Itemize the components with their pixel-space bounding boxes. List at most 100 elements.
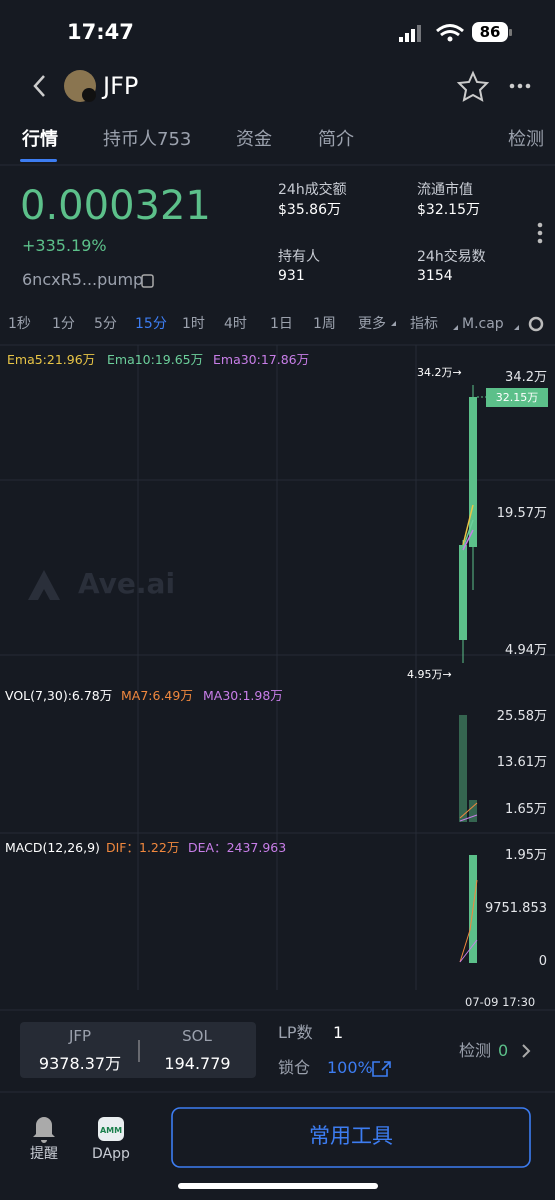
check-label[interactable]: 检测 [459, 1041, 492, 1060]
y-axis-label: 25.58万 [496, 709, 547, 724]
stats-menu[interactable] [537, 222, 543, 244]
y-axis-label: 4.94万 [505, 643, 547, 658]
y-axis-label: 0 [538, 954, 547, 969]
nav-dapp[interactable]: DApp [92, 1146, 130, 1162]
macd-legend: DIF：1.22万 [106, 840, 180, 855]
home-indicator [178, 1183, 378, 1189]
token-address: 6ncxR5...pump [22, 270, 144, 289]
stat-value: $35.86万 [278, 202, 341, 218]
interval[interactable]: 15分 [135, 316, 167, 332]
pool-token: SOL [182, 1027, 212, 1045]
ema10-line [462, 519, 474, 549]
y-axis-label: 1.95万 [505, 848, 547, 863]
interval[interactable]: 1周 [313, 316, 336, 332]
interval[interactable]: 5分 [94, 316, 117, 332]
external-link-icon[interactable] [372, 1061, 391, 1077]
check-chevron[interactable] [522, 1044, 531, 1058]
interval[interactable]: 更多 [358, 316, 386, 332]
stat-label: 24h成交额 [278, 182, 347, 198]
vol-legend: VOL(7,30):6.78万 [5, 688, 113, 703]
tab[interactable]: 行情 [22, 129, 58, 150]
y-axis-label: 34.2万 [505, 370, 547, 385]
watermark: Ave.ai [78, 567, 176, 600]
tab[interactable]: 检测 [508, 129, 544, 150]
more-menu[interactable] [509, 83, 531, 89]
macd-legend: DEA：2437.963 [188, 840, 287, 855]
time-label: 07-09 17:30 [465, 995, 536, 1009]
lp-label: LP数 [278, 1023, 313, 1042]
battery-tip [509, 29, 512, 36]
stat-value: 931 [278, 268, 305, 284]
y-axis-label: 9751.853 [484, 901, 547, 916]
high-marker: 34.2万→ [417, 366, 462, 379]
nav-alert[interactable]: 提醒 [30, 1146, 58, 1162]
low-marker: 4.95万→ [407, 668, 452, 681]
dapp-icon[interactable] [98, 1117, 124, 1141]
volume-bar [469, 800, 477, 822]
dea-line [459, 939, 478, 963]
amm-badge: AMM [99, 1126, 123, 1135]
pool-amount: 9378.37万 [38, 1054, 122, 1073]
tab[interactable]: 持币人753 [103, 129, 192, 150]
volume-bar [459, 715, 467, 822]
pool-box [20, 1022, 256, 1078]
dif-line [459, 879, 478, 963]
ema-legend: Ema30:17.86万 [213, 352, 310, 367]
pool-token: JFP [68, 1027, 92, 1045]
ema-legend: Ema10:19.65万 [107, 352, 204, 367]
lock-value: 100% [327, 1058, 373, 1077]
stat-label: 持有人 [278, 249, 320, 265]
chain-badge [82, 88, 96, 102]
ma30-line [459, 814, 478, 822]
stat-label: 24h交易数 [417, 249, 486, 265]
copy-icon[interactable] [141, 274, 154, 288]
tab-underline [20, 159, 57, 162]
interval[interactable]: 1日 [270, 316, 293, 332]
favorite-star[interactable] [456, 70, 490, 102]
vol-legend: MA30:1.98万 [203, 688, 283, 703]
macd-legend: MACD(12,26,9) [5, 840, 100, 855]
ema30-line [462, 529, 474, 551]
tab[interactable]: 简介 [318, 129, 354, 150]
check-value[interactable]: 0 [498, 1041, 509, 1060]
candle [469, 397, 477, 547]
interval[interactable]: 指标 [410, 316, 438, 332]
interval[interactable]: 1时 [182, 316, 205, 332]
stat-value: 3154 [417, 268, 453, 284]
back-button[interactable] [33, 75, 45, 97]
tools-button-label[interactable]: 常用工具 [309, 1124, 393, 1148]
interval[interactable]: 1分 [52, 316, 75, 332]
signal-icon [399, 25, 421, 42]
y-axis-label: 1.65万 [505, 802, 547, 817]
price: 0.000321 [20, 183, 211, 229]
interval[interactable]: 4时 [224, 316, 247, 332]
price-change: +335.19% [22, 236, 107, 255]
interval[interactable]: M.cap [462, 316, 504, 332]
ma7-line [459, 802, 478, 819]
status-time: 17:47 [67, 20, 134, 44]
current-price-label: 32.15万 [495, 391, 539, 404]
y-axis-label: 19.57万 [496, 506, 547, 521]
battery-level: 86 [479, 23, 501, 41]
interval[interactable]: 1秒 [8, 316, 31, 332]
wifi-dot [447, 36, 453, 42]
alert-icon[interactable] [33, 1117, 55, 1143]
ema5-line [462, 504, 474, 546]
candle [459, 545, 467, 640]
tab[interactable]: 资金 [236, 129, 272, 150]
current-price-box [486, 388, 548, 407]
token-title: JFP [103, 72, 139, 100]
stat-label: 流通市值 [417, 182, 473, 198]
chart-settings[interactable] [528, 316, 544, 332]
pool-amount: 194.779 [164, 1054, 231, 1073]
vol-legend: MA7:6.49万 [121, 688, 193, 703]
lock-label: 锁仓 [278, 1058, 311, 1077]
wifi-icon [436, 24, 464, 37]
tools-button[interactable] [171, 1107, 531, 1168]
ema-legend: Ema5:21.96万 [7, 352, 96, 367]
y-axis-label: 13.61万 [496, 755, 547, 770]
lp-value: 1 [333, 1023, 344, 1042]
dropdown-carets [391, 321, 519, 330]
